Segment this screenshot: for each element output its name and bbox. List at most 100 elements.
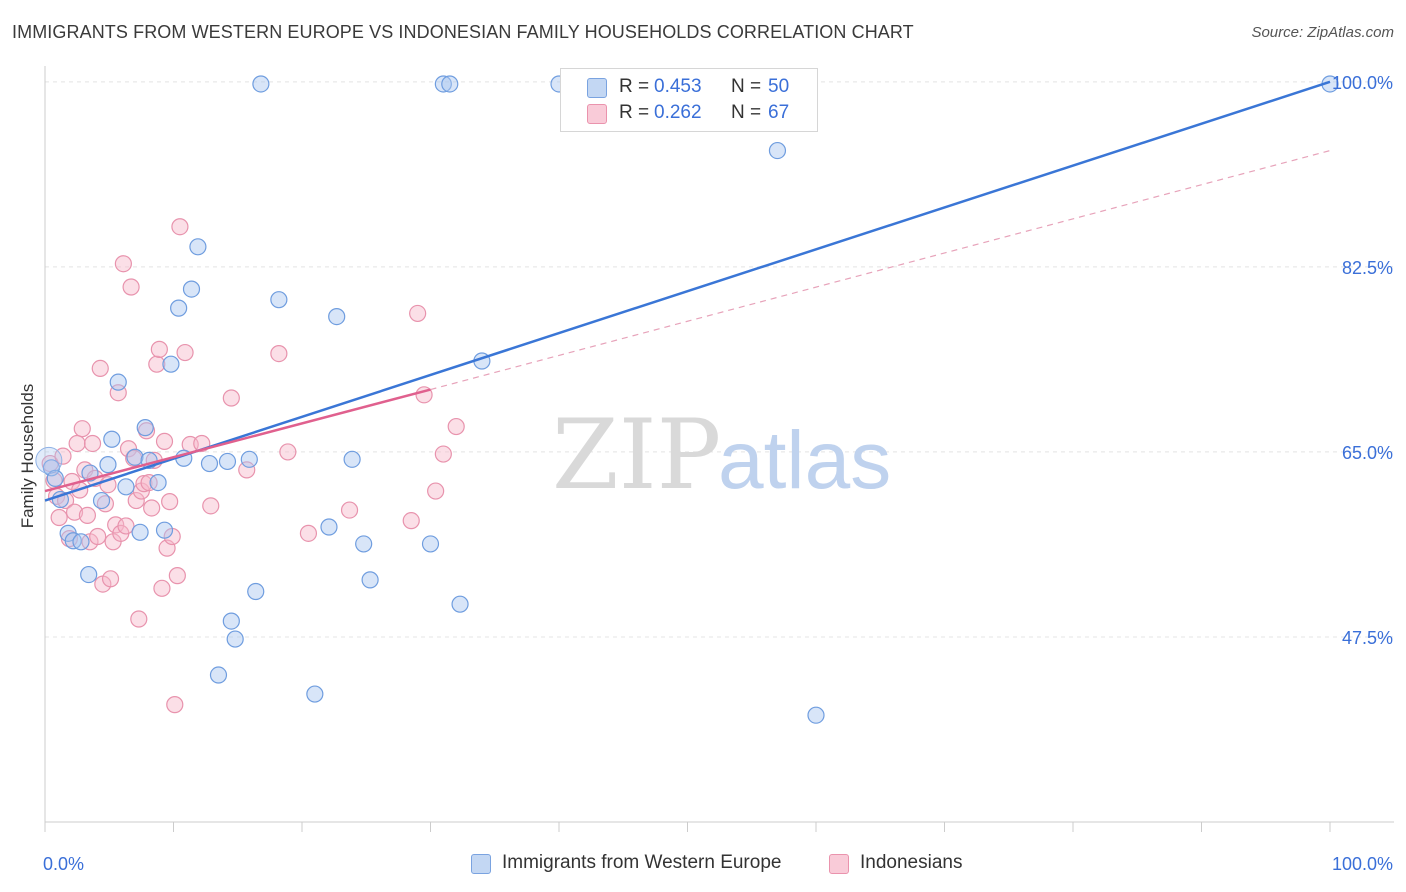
point-indonesians	[114, 255, 132, 273]
x-tick-label: 0.0%	[43, 854, 84, 874]
point-western-europe	[170, 299, 188, 317]
legend-swatch-pink	[587, 104, 607, 124]
point-western-europe	[189, 238, 207, 256]
point-western-europe	[218, 452, 237, 471]
chart-title: IMMIGRANTS FROM WESTERN EUROPE VS INDONE…	[12, 22, 914, 42]
legend-row-indonesians: R = 0.262 N = 67	[561, 101, 817, 127]
point-western-europe	[126, 448, 144, 466]
axes	[44, 66, 1394, 832]
watermark: ZIP atlas	[552, 399, 891, 511]
point-indonesians	[83, 434, 102, 453]
legend-label: Immigrants from Western Europe	[502, 852, 782, 873]
legend-swatch-blue	[587, 78, 607, 98]
point-western-europe	[306, 685, 324, 703]
point-western-europe	[109, 373, 127, 391]
legend-swatch-pink	[829, 854, 849, 874]
point-indonesians	[153, 579, 171, 597]
point-western-europe	[72, 533, 90, 551]
point-western-europe	[343, 450, 361, 468]
y-tick-label: 47.5%	[1342, 628, 1393, 648]
point-western-europe	[182, 280, 201, 298]
grid	[45, 81, 1394, 638]
point-indonesians	[122, 278, 140, 296]
point-indonesians	[166, 696, 184, 714]
y-tick-label: 82.5%	[1342, 258, 1393, 278]
point-indonesians	[73, 420, 91, 438]
point-western-europe	[320, 518, 338, 536]
point-western-europe	[80, 565, 98, 584]
point-western-europe	[441, 75, 459, 93]
point-western-europe	[240, 450, 258, 468]
point-western-europe	[99, 456, 117, 474]
point-western-europe	[136, 419, 154, 437]
source-label: Source: ZipAtlas.com	[1251, 24, 1394, 41]
point-indonesians	[270, 344, 288, 363]
point-western-europe	[328, 307, 346, 326]
point-indonesians	[140, 473, 158, 492]
tick-labels: 47.5% 65.0% 82.5% 100.0% 0.0% 100.0%	[43, 73, 1393, 874]
point-western-europe	[355, 535, 373, 553]
trend-line-western-europe	[44, 80, 1331, 502]
point-western-europe	[117, 478, 135, 496]
point-indonesians	[130, 610, 148, 628]
point-indonesians	[168, 567, 186, 585]
trend-line-indonesians	[44, 388, 431, 493]
point-indonesians	[135, 475, 153, 493]
point-western-europe	[226, 630, 244, 648]
point-indonesians	[402, 512, 420, 530]
point-western-europe	[131, 523, 149, 541]
point-western-europe	[35, 446, 63, 474]
point-indonesians	[434, 445, 452, 463]
point-indonesians	[340, 501, 359, 519]
point-western-europe	[200, 454, 219, 473]
point-western-europe	[768, 141, 787, 160]
point-indonesians	[78, 506, 97, 524]
point-indonesians	[155, 432, 174, 450]
point-western-europe	[247, 582, 265, 601]
point-indonesians	[171, 218, 189, 236]
y-tick-label: 100.0%	[1332, 73, 1393, 93]
point-western-europe	[421, 535, 440, 553]
point-indonesians	[161, 493, 179, 511]
point-indonesians	[119, 440, 138, 458]
point-indonesians	[101, 570, 120, 588]
point-western-europe	[222, 612, 240, 630]
point-indonesians	[148, 355, 166, 373]
point-western-europe	[149, 473, 167, 492]
r-value: 0.453	[654, 76, 702, 97]
r-value: 0.262	[654, 102, 702, 123]
trend-line-indonesians-extension	[430, 150, 1331, 391]
point-indonesians	[238, 461, 256, 479]
y-axis-label: Family Households	[18, 383, 37, 529]
point-western-europe	[209, 666, 228, 684]
point-indonesians	[176, 343, 194, 362]
trend-lines	[44, 80, 1331, 502]
y-tick-label: 65.0%	[1342, 443, 1393, 463]
watermark-atlas: atlas	[718, 415, 891, 506]
point-indonesians	[279, 443, 297, 461]
watermark-zip: ZIP	[552, 399, 721, 511]
legend-row-western-europe: R = 0.453 N = 50	[561, 75, 817, 101]
point-western-europe	[103, 430, 121, 448]
point-western-europe	[451, 595, 469, 613]
point-western-europe	[434, 75, 452, 93]
point-indonesians	[447, 417, 465, 436]
point-indonesians	[143, 499, 161, 517]
point-western-europe	[252, 75, 270, 93]
point-indonesians	[50, 508, 68, 527]
point-indonesians	[427, 482, 445, 500]
legend-swatch-blue	[471, 854, 491, 874]
point-indonesians	[65, 503, 84, 521]
point-indonesians	[150, 340, 168, 358]
r-label: R =	[619, 102, 650, 123]
data-points	[35, 75, 1339, 724]
point-western-europe	[807, 706, 825, 724]
n-label: N =	[731, 76, 762, 97]
legend-label: Indonesians	[860, 852, 963, 873]
point-indonesians	[222, 389, 240, 407]
point-indonesians	[299, 524, 318, 542]
n-label: N =	[731, 102, 762, 123]
point-indonesians	[409, 304, 427, 323]
point-indonesians	[117, 517, 135, 535]
x-tick-label: 100.0%	[1332, 854, 1393, 874]
